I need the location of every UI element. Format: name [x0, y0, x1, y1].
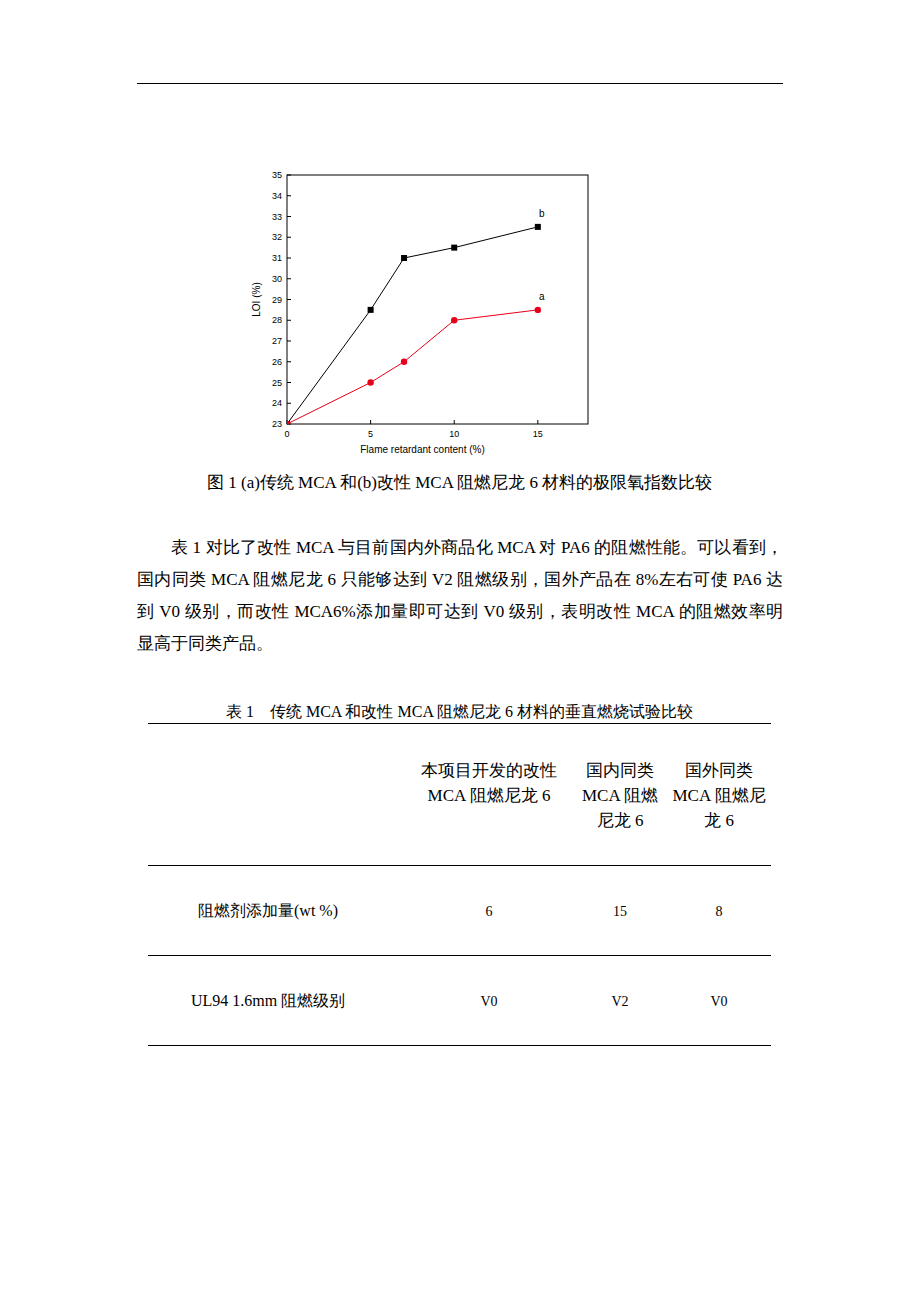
- series-line: [287, 227, 538, 424]
- paragraph: 表 1 对比了改性 MCA 与目前国内外商品化 MCA 对 PA6 的阻燃性能。…: [137, 532, 783, 660]
- x-tick: [370, 420, 371, 424]
- x-tick: [537, 420, 538, 424]
- series-line: [287, 310, 538, 424]
- column-header: 国内同类 MCA 阻燃尼龙 6: [576, 758, 664, 833]
- y-tick-label: 23: [272, 419, 282, 429]
- data-point: [367, 379, 373, 385]
- table-caption: 表 1 传统 MCA 和改性 MCA 阻燃尼龙 6 材料的垂直燃烧试验比较: [148, 702, 771, 722]
- y-tick-label: 32: [272, 232, 282, 242]
- y-tick: [287, 341, 291, 342]
- data-point: [451, 317, 457, 323]
- y-tick: [287, 195, 291, 196]
- table-cell: 8: [672, 902, 766, 922]
- y-tick: [287, 403, 291, 404]
- table-cell: V0: [672, 992, 766, 1012]
- table-bottom-rule: [148, 1045, 771, 1046]
- series-label: b: [539, 208, 545, 219]
- data-point: [451, 245, 457, 251]
- y-tick-label: 31: [272, 253, 282, 263]
- table-row-rule: [148, 955, 771, 956]
- series-label: a: [539, 291, 545, 302]
- column-header: 本项目开发的改性 MCA 阻燃尼龙 6: [414, 758, 564, 808]
- table-header-rule: [148, 865, 771, 866]
- x-tick-label: 10: [449, 429, 459, 439]
- y-tick-label: 25: [272, 378, 282, 388]
- figure-caption: 图 1 (a)传统 MCA 和(b)改性 MCA 阻燃尼龙 6 材料的极限氧指数…: [207, 470, 722, 496]
- y-tick-label: 34: [272, 191, 282, 201]
- column-header: 国外同类 MCA 阻燃尼龙 6: [672, 758, 766, 833]
- y-tick: [287, 216, 291, 217]
- data-point: [287, 421, 290, 424]
- x-tick-label: 15: [533, 429, 543, 439]
- y-tick-label: 26: [272, 357, 282, 367]
- data-point: [535, 224, 541, 230]
- x-tick-label: 0: [284, 429, 289, 439]
- y-tick: [287, 299, 291, 300]
- data-point: [368, 307, 374, 313]
- y-tick-label: 29: [272, 295, 282, 305]
- table-cell: V0: [414, 992, 564, 1012]
- table-top-rule: [148, 723, 771, 724]
- y-tick-label: 28: [272, 315, 282, 325]
- y-tick-label: 27: [272, 336, 282, 346]
- y-tick: [287, 278, 291, 279]
- data-point: [401, 255, 407, 261]
- row-label: UL94 1.6mm 阻燃级别: [150, 990, 386, 1012]
- y-tick-label: 24: [272, 398, 282, 408]
- data-point: [535, 307, 541, 313]
- row-label: 阻燃剂添加量(wt %): [150, 900, 386, 922]
- x-tick: [454, 420, 455, 424]
- data-point: [401, 359, 407, 365]
- y-tick: [287, 237, 291, 238]
- y-tick: [287, 320, 291, 321]
- header-rule: [137, 83, 783, 84]
- y-tick-label: 33: [272, 212, 282, 222]
- y-tick: [287, 258, 291, 259]
- table-cell: 15: [576, 902, 664, 922]
- y-tick: [287, 382, 291, 383]
- y-tick-label: 35: [272, 170, 282, 180]
- data-point: [287, 421, 290, 424]
- x-tick-label: 5: [368, 429, 373, 439]
- table-cell: 6: [414, 902, 564, 922]
- chart: 23 24 25 26 27 28 29 30 31 32 33 34 35 0 5 10 15 Flame re…: [0, 0, 920, 470]
- y-tick: [287, 361, 291, 362]
- y-axis-label: LOI (%): [251, 282, 262, 316]
- plot-marks: [287, 224, 541, 424]
- x-axis-label: Flame retardant content (%): [360, 444, 485, 455]
- y-tick: [287, 175, 291, 176]
- table-cell: V2: [576, 992, 664, 1012]
- plot-frame: [287, 175, 588, 424]
- y-tick-label: 30: [272, 274, 282, 284]
- page: 23 24 25 26 27 28 29 30 31 32 33 34 35 0 5 10 15 Flame re…: [0, 0, 920, 1302]
